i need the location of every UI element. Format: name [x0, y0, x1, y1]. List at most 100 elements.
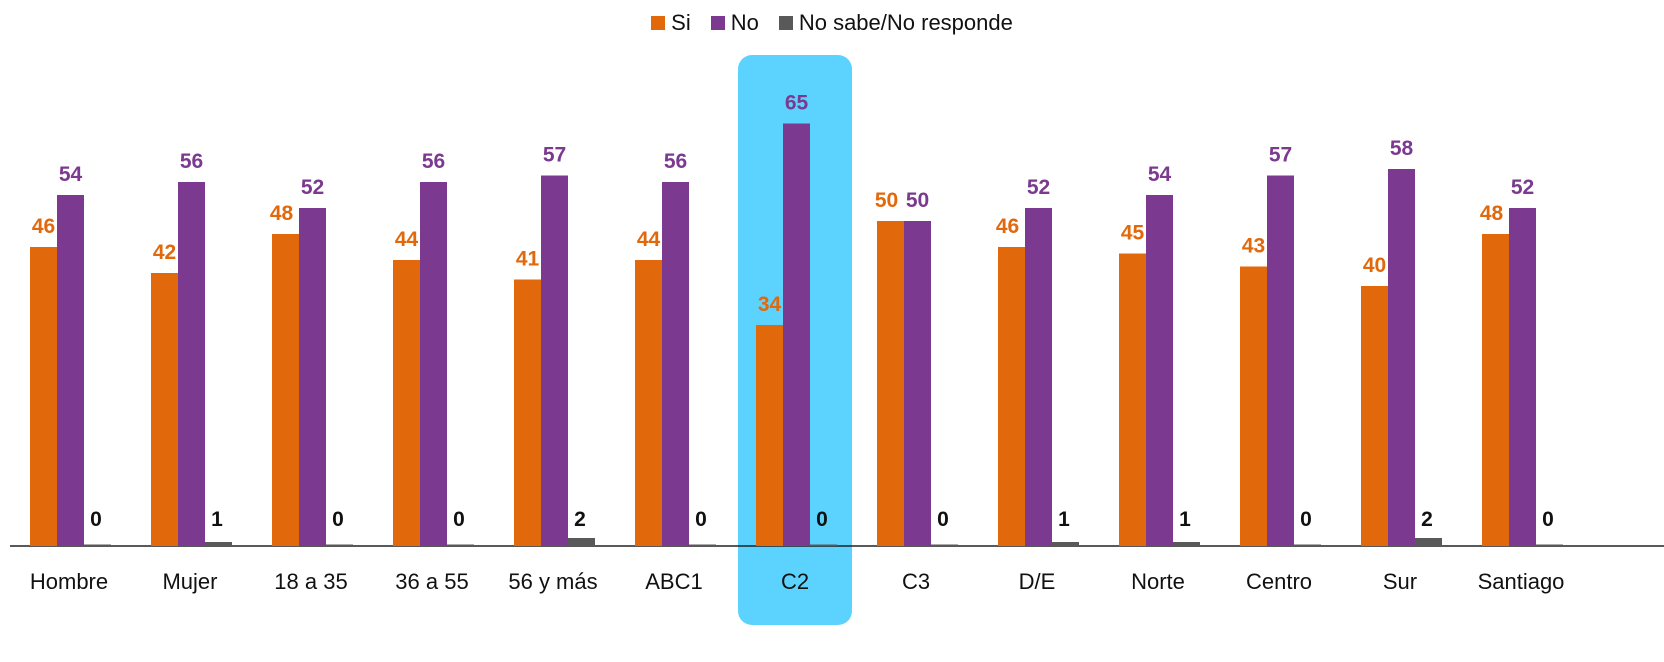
- data-label-no-sabe-no-responde-d-e: 1: [1058, 508, 1070, 531]
- bar-si-56-y-m-s: [514, 279, 541, 546]
- data-label-si-sur: 40: [1363, 254, 1386, 277]
- bar-no-norte: [1146, 195, 1173, 546]
- bar-si-norte: [1119, 253, 1146, 546]
- data-label-no-centro: 57: [1269, 144, 1292, 167]
- legend-item-no: No: [710, 10, 759, 36]
- legend-swatch-si: [651, 16, 666, 30]
- bar-no-sabe-no-responde-santiago: [1536, 544, 1563, 546]
- data-label-no-56-y-m-s: 57: [543, 144, 566, 167]
- bar-no-c3: [904, 221, 931, 546]
- bar-si-hombre: [30, 247, 57, 546]
- category-label-d-e: D/E: [1019, 569, 1056, 594]
- data-label-si-centro: 43: [1242, 235, 1265, 258]
- bar-si-36-a-55: [393, 260, 420, 546]
- data-label-no-norte: 54: [1148, 163, 1172, 186]
- data-label-no-hombre: 54: [59, 163, 83, 186]
- bar-no-mujer: [178, 182, 205, 546]
- bar-no-sabe-no-responde-sur: [1415, 538, 1442, 546]
- category-label-c2: C2: [781, 569, 809, 594]
- category-label-18-a-35: 18 a 35: [274, 569, 347, 594]
- data-label-no-mujer: 56: [180, 150, 203, 173]
- data-label-si-norte: 45: [1121, 222, 1145, 245]
- legend-swatch-nsnr: [778, 16, 793, 30]
- category-label-mujer: Mujer: [162, 569, 217, 594]
- category-label-sur: Sur: [1383, 569, 1417, 594]
- chart-legend: Si No No sabe/No responde: [0, 8, 1664, 38]
- category-label-centro: Centro: [1246, 569, 1312, 594]
- bar-no-abc1: [662, 182, 689, 546]
- bar-no-sabe-no-responde-abc1: [689, 544, 716, 546]
- bar-no-sabe-no-responde-36-a-55: [447, 544, 474, 546]
- legend-item-nsnr: No sabe/No responde: [778, 10, 1013, 36]
- data-label-si-abc1: 44: [637, 228, 661, 251]
- data-label-si-c3: 50: [875, 189, 898, 212]
- bar-no-18-a-35: [299, 208, 326, 546]
- data-label-si-18-a-35: 48: [270, 202, 294, 225]
- bar-si-mujer: [151, 273, 178, 546]
- legend-label-no: No: [730, 10, 759, 35]
- data-label-si-56-y-m-s: 41: [516, 248, 540, 271]
- data-label-no-abc1: 56: [664, 150, 687, 173]
- data-label-no-sabe-no-responde-56-y-m-s: 2: [574, 508, 586, 531]
- legend-label-nsnr: No sabe/No responde: [798, 10, 1013, 35]
- data-label-no-sabe-no-responde-36-a-55: 0: [453, 508, 465, 531]
- bar-no-d-e: [1025, 208, 1052, 546]
- data-label-si-c2: 34: [758, 293, 782, 316]
- bar-no-sabe-no-responde-norte: [1173, 542, 1200, 546]
- bar-si-sur: [1361, 286, 1388, 546]
- data-label-no-sabe-no-responde-c3: 0: [937, 508, 949, 531]
- data-label-no-d-e: 52: [1027, 176, 1050, 199]
- data-label-no-santiago: 52: [1511, 176, 1534, 199]
- bar-no-sabe-no-responde-c3: [931, 544, 958, 546]
- bar-si-18-a-35: [272, 234, 299, 546]
- bar-no-sabe-no-responde-18-a-35: [326, 544, 353, 546]
- legend-swatch-no: [710, 16, 725, 30]
- data-label-no-c2: 65: [785, 92, 809, 115]
- category-label-36-a-55: 36 a 55: [395, 569, 468, 594]
- bar-no-sur: [1388, 169, 1415, 546]
- bar-no-36-a-55: [420, 182, 447, 546]
- data-label-si-36-a-55: 44: [395, 228, 419, 251]
- bar-no-centro: [1267, 175, 1294, 546]
- data-label-no-18-a-35: 52: [301, 176, 324, 199]
- data-label-si-hombre: 46: [32, 215, 55, 238]
- bar-no-c2: [783, 123, 810, 546]
- data-label-no-sabe-no-responde-santiago: 0: [1542, 508, 1554, 531]
- bar-no-sabe-no-responde-d-e: [1052, 542, 1079, 546]
- data-label-no-sabe-no-responde-abc1: 0: [695, 508, 707, 531]
- category-label-c3: C3: [902, 569, 930, 594]
- bar-no-santiago: [1509, 208, 1536, 546]
- data-label-no-36-a-55: 56: [422, 150, 445, 173]
- bar-no-sabe-no-responde-centro: [1294, 544, 1321, 546]
- bar-no-hombre: [57, 195, 84, 546]
- data-label-no-sur: 58: [1390, 137, 1414, 160]
- bar-no-sabe-no-responde-hombre: [84, 544, 111, 546]
- legend-label-si: Si: [671, 10, 691, 35]
- bar-no-sabe-no-responde-56-y-m-s: [568, 538, 595, 546]
- data-label-si-mujer: 42: [153, 241, 176, 264]
- bar-no-sabe-no-responde-c2: [810, 544, 837, 546]
- category-label-norte: Norte: [1131, 569, 1185, 594]
- bar-si-c3: [877, 221, 904, 546]
- category-label-hombre: Hombre: [30, 569, 108, 594]
- legend-item-si: Si: [651, 10, 691, 36]
- data-label-no-sabe-no-responde-c2: 0: [816, 508, 828, 531]
- bar-si-d-e: [998, 247, 1025, 546]
- data-label-no-sabe-no-responde-norte: 1: [1179, 508, 1191, 531]
- category-label-abc1: ABC1: [645, 569, 702, 594]
- data-label-no-sabe-no-responde-18-a-35: 0: [332, 508, 344, 531]
- data-label-si-santiago: 48: [1480, 202, 1504, 225]
- data-label-no-sabe-no-responde-centro: 0: [1300, 508, 1312, 531]
- bar-si-abc1: [635, 260, 662, 546]
- data-label-no-sabe-no-responde-mujer: 1: [211, 508, 223, 531]
- category-label-santiago: Santiago: [1478, 569, 1565, 594]
- data-label-si-d-e: 46: [996, 215, 1019, 238]
- bar-si-c2: [756, 325, 783, 546]
- data-label-no-sabe-no-responde-hombre: 0: [90, 508, 102, 531]
- bar-si-santiago: [1482, 234, 1509, 546]
- data-label-no-sabe-no-responde-sur: 2: [1421, 508, 1433, 531]
- bar-si-centro: [1240, 266, 1267, 546]
- data-label-no-c3: 50: [906, 189, 929, 212]
- bar-no-sabe-no-responde-mujer: [205, 542, 232, 546]
